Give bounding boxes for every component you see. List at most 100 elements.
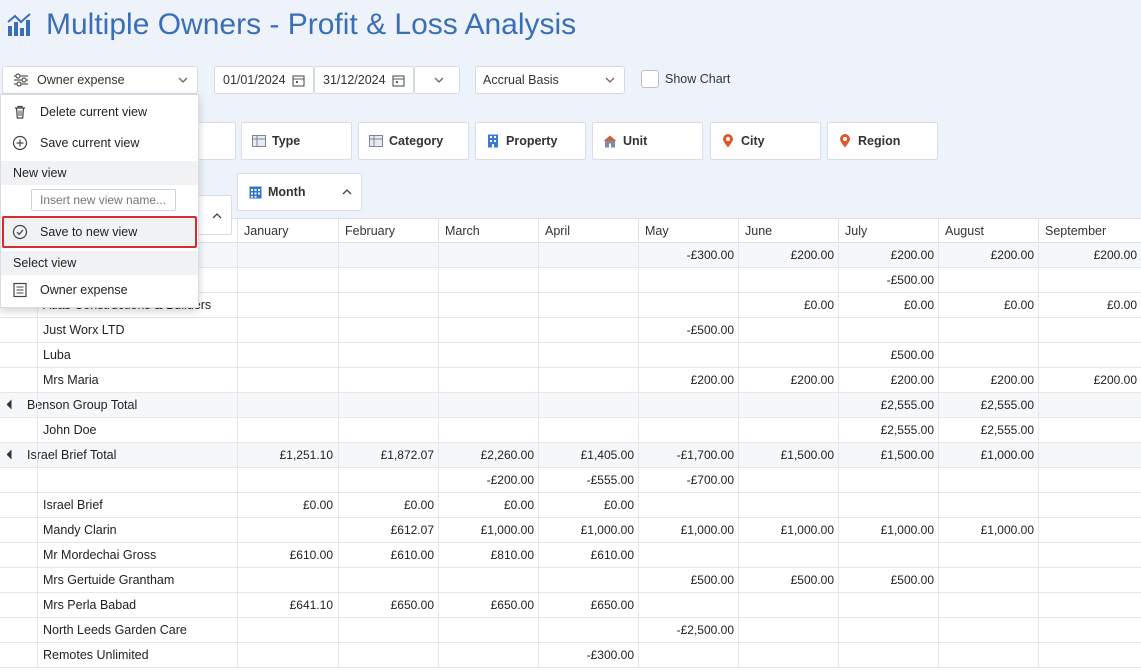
column-header[interactable]: February [338, 219, 438, 243]
calendar-icon[interactable] [392, 74, 405, 87]
value-cell [538, 268, 638, 292]
value-cell [738, 493, 838, 517]
chevron-up-icon[interactable] [211, 210, 223, 222]
value-cell [237, 293, 337, 317]
value-cell: £810.00 [438, 543, 538, 567]
view-select-value: Owner expense [37, 73, 125, 87]
table-row: Mandy Clarin £612.07 £1,000.00 £1,000.00 £1,… [0, 518, 1141, 543]
value-cell [638, 343, 738, 367]
column-header[interactable]: May [638, 219, 738, 243]
value-cell [738, 618, 838, 642]
chevron-up-icon[interactable] [341, 186, 353, 198]
value-cell: £0.00 [738, 293, 838, 317]
show-chart-checkbox[interactable] [641, 70, 659, 88]
column-header[interactable]: January [237, 219, 337, 243]
value-cell [1038, 643, 1141, 667]
value-cell [938, 343, 1038, 367]
column-chip-month-label: Month [268, 185, 306, 199]
new-view-name-input[interactable] [31, 189, 176, 211]
value-cell: £612.07 [338, 518, 438, 542]
value-cell [237, 418, 337, 442]
value-cell [738, 643, 838, 667]
column-chip-month[interactable]: Month [237, 173, 362, 211]
row-chip-collapsed[interactable] [198, 195, 232, 235]
value-cell [538, 318, 638, 342]
value-cell [237, 268, 337, 292]
value-cell [1038, 443, 1141, 467]
view-list-item[interactable]: Owner expense [1, 276, 198, 304]
column-header[interactable]: August [938, 219, 1038, 243]
date-from-value: 01/01/2024 [223, 73, 286, 87]
date-to-field[interactable]: 31/12/2024 [314, 66, 414, 94]
value-cell: -£500.00 [638, 318, 738, 342]
chip-type[interactable]: Type [241, 122, 352, 160]
collapse-toggle-icon[interactable] [6, 449, 17, 460]
table-row: Just Worx LTD -£500.00 [0, 318, 1141, 343]
save-to-new-view-item[interactable]: Save to new view [2, 216, 197, 248]
value-cell [1038, 568, 1141, 592]
column-header[interactable]: July [838, 219, 938, 243]
basis-select[interactable]: Accrual Basis [475, 66, 625, 94]
chip-region[interactable]: Region [827, 122, 938, 160]
value-cell [538, 618, 638, 642]
value-cell: £0.00 [1038, 293, 1141, 317]
show-chart-label: Show Chart [665, 72, 731, 86]
value-cell [338, 618, 438, 642]
table-icon [252, 134, 266, 148]
chip-city[interactable]: City [710, 122, 821, 160]
value-cell [1038, 418, 1141, 442]
value-cell [638, 268, 738, 292]
plus-circle-icon [12, 135, 28, 151]
value-cell [738, 543, 838, 567]
row-label: Israel Brief Total [27, 448, 117, 462]
collapse-toggle-icon[interactable] [6, 399, 17, 410]
column-header[interactable]: June [738, 219, 838, 243]
value-cell [938, 593, 1038, 617]
chip-property[interactable]: Property [475, 122, 586, 160]
value-cell [738, 468, 838, 492]
value-cell: £2,555.00 [838, 393, 938, 417]
row-label: Israel Brief [43, 498, 103, 512]
date-from-field[interactable]: 01/01/2024 [214, 66, 314, 94]
row-label: Luba [43, 348, 71, 362]
value-cell: £200.00 [638, 368, 738, 392]
value-cell [538, 568, 638, 592]
value-cell [237, 518, 337, 542]
value-cell: £1,000.00 [938, 443, 1038, 467]
row-label: North Leeds Garden Care [43, 623, 187, 637]
row-label: Mrs Perla Babad [43, 598, 137, 612]
delete-view-item[interactable]: Delete current view [1, 98, 198, 126]
location-pin-icon [721, 134, 735, 148]
save-view-item[interactable]: Save current view [1, 129, 198, 157]
value-cell [838, 493, 938, 517]
value-cell [1038, 543, 1141, 567]
chip-category[interactable]: Category [358, 122, 469, 160]
value-cell [738, 343, 838, 367]
chip-unit[interactable]: Unit [592, 122, 703, 160]
view-select[interactable]: Owner expense [2, 66, 198, 94]
value-cell [938, 318, 1038, 342]
table-row: John Doe £2,555.00 £2,555.00 [0, 418, 1141, 443]
value-cell [338, 418, 438, 442]
value-cell [438, 643, 538, 667]
calendar-icon[interactable] [292, 74, 305, 87]
value-cell: £0.00 [237, 493, 337, 517]
value-cell: -£1,700.00 [638, 443, 738, 467]
column-header[interactable]: April [538, 219, 638, 243]
value-cell [838, 593, 938, 617]
save-view-label: Save current view [40, 136, 140, 150]
value-cell [438, 393, 538, 417]
total-row: Benson Group Total £2,555.00 £2,555.00 [0, 393, 1141, 418]
table-row: Remotes Unlimited -£300.00 [0, 643, 1141, 668]
date-range-dropdown[interactable] [414, 66, 460, 94]
column-header[interactable]: March [438, 219, 538, 243]
table-row: Mrs Gertuide Grantham £500.00 £500.00 £500.… [0, 568, 1141, 593]
value-cell [938, 568, 1038, 592]
row-label: Mr Mordechai Gross [43, 548, 157, 562]
row-label: John Doe [43, 423, 97, 437]
chip-behind-menu[interactable] [198, 122, 236, 160]
value-cell [1038, 318, 1141, 342]
value-cell: £1,000.00 [438, 518, 538, 542]
value-cell [438, 418, 538, 442]
column-header[interactable]: September [1038, 219, 1141, 243]
